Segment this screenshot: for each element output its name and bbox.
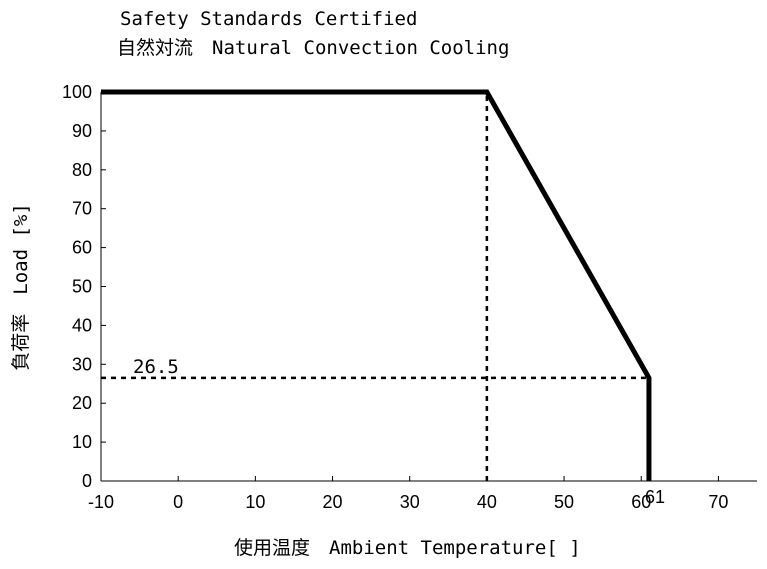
y-tick-label: 100 [62,82,92,102]
y-tick-label: 0 [82,471,92,491]
y-tick-label: 50 [72,277,92,297]
x-axis-label: 使用温度 Ambient Temperature[ ] [234,537,581,559]
x-marker-label: 61 [645,487,665,507]
chart-subtitle: 自然対流 Natural Convection Cooling [117,37,509,59]
x-tick-label: 70 [708,492,728,512]
x-tick-label: 60 [631,492,651,512]
y-axis-label: 負荷率 Load [%] [10,203,32,371]
x-tick-label: -10 [88,492,114,512]
x-tick-label: 20 [323,492,343,512]
x-tick-label: 30 [400,492,420,512]
chart-title: Safety Standards Certified [120,8,417,30]
x-tick-labels: -10 0 10 20 30 40 50 60 70 [88,492,728,512]
y-tick-label: 10 [72,432,92,452]
guide-value-label: 26.5 [133,356,179,378]
y-tick-label: 60 [72,238,92,258]
series-layer [101,89,652,481]
axes [100,91,757,482]
y-tick-labels: 0 10 20 30 40 50 60 70 80 90 100 [62,82,92,491]
derating-curve [101,89,652,481]
guide-lines: 26.5 61 [101,92,665,507]
y-tick-label: 30 [72,354,92,374]
x-tick-label: 40 [477,492,497,512]
y-tick-label: 90 [72,121,92,141]
y-tick-label: 70 [72,199,92,219]
y-tick-label: 80 [72,160,92,180]
x-tick-label: 10 [245,492,265,512]
x-tick-label: 0 [173,492,183,512]
x-tick-label: 50 [554,492,574,512]
y-tick-label: 20 [72,393,92,413]
y-tick-label: 40 [72,315,92,335]
